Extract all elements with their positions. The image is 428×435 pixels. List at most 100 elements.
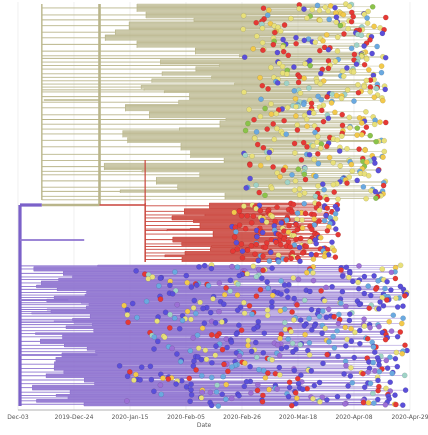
tip-node (277, 28, 284, 34)
tip-node (301, 6, 307, 12)
tip-node (361, 290, 368, 297)
tip-node (270, 164, 276, 170)
tip-node (259, 39, 266, 46)
tip-node (190, 305, 197, 311)
tip-node (311, 323, 318, 329)
tip-node (247, 363, 253, 370)
tip-node (242, 152, 249, 158)
tip-node (313, 240, 319, 247)
tip-node (310, 277, 317, 284)
tip-node (340, 11, 347, 18)
tip-node (179, 317, 186, 324)
tip-node (219, 346, 226, 353)
tip-node (350, 13, 356, 20)
tip-node (301, 200, 307, 207)
tip-node (151, 346, 157, 352)
tip-node (268, 111, 275, 117)
tip-node (343, 343, 349, 349)
tip-node (290, 275, 297, 281)
tip-node (294, 226, 301, 233)
tip-node (292, 95, 299, 102)
tip-node (254, 141, 261, 148)
tip-node (307, 238, 313, 245)
tip-node (304, 269, 310, 276)
tip-node (241, 203, 247, 209)
tip-node (361, 61, 368, 68)
tip-node (339, 288, 346, 295)
tip-node (360, 184, 367, 190)
tip-node (162, 309, 169, 316)
tip-node (231, 234, 238, 240)
tip-node (350, 69, 357, 75)
tip-node (321, 186, 327, 193)
tip-node (373, 85, 380, 92)
tip-node (190, 335, 196, 341)
tip-node (357, 340, 363, 347)
tip-node (243, 378, 250, 385)
tip-node (342, 324, 348, 331)
tip-node (242, 360, 248, 366)
tip-node (291, 88, 298, 94)
tip-node (285, 52, 292, 59)
tip-node (297, 341, 304, 348)
tip-node (264, 307, 271, 313)
tip-node (253, 293, 260, 299)
tip-node (351, 51, 358, 58)
tip-node (302, 60, 308, 67)
tip-node (378, 63, 385, 69)
tip-node (334, 48, 341, 54)
tip-node (348, 161, 355, 168)
tip-node (348, 325, 354, 332)
tip-node (191, 358, 197, 364)
tip-node (295, 79, 302, 86)
tip-node (362, 147, 368, 153)
tip-node (200, 305, 206, 312)
tree-tips (116, 1, 410, 409)
tip-node (323, 32, 330, 38)
tip-node (188, 316, 194, 323)
tip-node (331, 313, 337, 320)
tip-node (345, 383, 351, 389)
tip-node (199, 389, 205, 395)
tip-node (299, 250, 306, 256)
tip-node (289, 340, 296, 347)
tip-node (260, 267, 266, 274)
tip-node (260, 392, 266, 399)
tip-node (346, 3, 353, 10)
tip-node (214, 382, 220, 388)
tip-node (349, 168, 356, 174)
tip-node (369, 50, 375, 57)
tip-node (281, 228, 287, 234)
tip-node (156, 283, 162, 289)
tip-node (301, 323, 308, 329)
tip-node (338, 267, 344, 273)
tip-node (375, 278, 381, 284)
tip-node (147, 363, 154, 370)
tip-node (382, 54, 389, 61)
tip-node (193, 367, 199, 373)
x-tick-label: 2020-Mar-18 (279, 414, 317, 421)
tip-node (278, 291, 284, 297)
tip-node (392, 392, 398, 398)
tip-node (216, 280, 223, 286)
tip-node (306, 340, 313, 346)
tip-node (344, 145, 350, 152)
tip-node (355, 81, 361, 88)
tip-node (194, 332, 201, 338)
tip-node (368, 292, 374, 299)
tip-node (293, 40, 299, 47)
tip-node (236, 353, 243, 359)
tip-node (283, 217, 290, 223)
tip-node (310, 395, 316, 402)
tip-node (208, 374, 215, 381)
tip-node (251, 116, 257, 123)
tip-node (260, 144, 267, 151)
tip-node (299, 386, 306, 393)
tip-node (301, 171, 308, 178)
tip-node (265, 285, 271, 291)
tip-node (325, 115, 332, 122)
tip-node (291, 140, 298, 147)
tip-node (393, 401, 399, 408)
tip-node (248, 242, 255, 249)
